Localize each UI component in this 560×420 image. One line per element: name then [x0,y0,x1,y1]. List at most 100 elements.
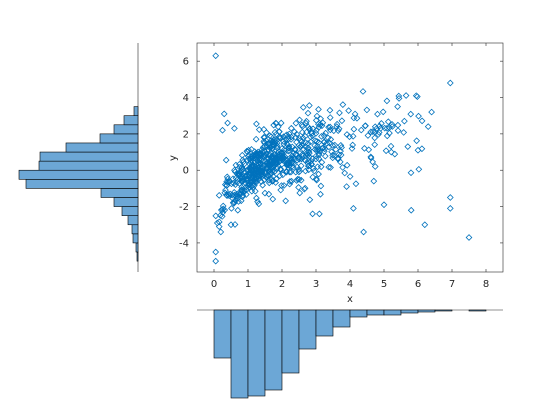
scatter-point [315,139,323,146]
scatter-point [226,190,234,198]
scatter-point [264,146,272,153]
scatter-point [371,141,379,149]
scatter-point [379,108,387,116]
x-histogram-bar [417,309,436,313]
x-histogram-bar [383,309,402,316]
scatter-point [280,137,287,145]
scatter-point [295,166,302,174]
scatter-point [395,92,403,100]
scatter-point [215,191,223,199]
y-histogram-bar [135,242,139,253]
scatter-point [285,159,292,167]
scatter-point [317,190,324,198]
scatter-point [304,151,312,159]
x-histogram-bars [213,309,487,399]
scatter-point [337,147,344,155]
scatter-point [367,154,375,162]
scatter-point [286,178,294,185]
scatter-point [222,156,230,164]
y-histogram-bar [113,124,139,135]
scatter-point [234,192,242,200]
scatter-point [238,151,246,159]
x-histogram-bar [213,309,232,359]
scatter-point [264,165,271,173]
scatter-point [316,147,324,155]
scatter-point [312,127,320,134]
scatter-point [231,166,238,174]
scatter-point [270,121,278,129]
scatter-point [384,118,392,126]
scatter-point [371,123,379,131]
scatter-point [298,142,306,149]
scatter-point [315,105,322,113]
scatter-point [217,212,224,219]
scatter-point [346,133,353,141]
scatter-point [341,169,349,177]
scatter-point [327,164,334,171]
scatter-point [267,133,275,141]
scatter-point [363,106,371,114]
scatter-point [380,201,388,209]
scatter-point [331,152,338,160]
y-axis-label: y [168,155,179,161]
scatter-point [276,172,284,180]
scatter-point [339,101,347,109]
scatter-point [305,146,313,154]
scatter-point [238,164,246,171]
scatter-point [257,170,265,178]
scatter-point [313,138,321,145]
scatter-point [293,177,301,184]
scatter-point [232,181,239,189]
scatter-point [383,132,391,140]
scatter-point [326,139,334,147]
scatter-point [309,210,316,218]
scatter-point [247,157,255,164]
scatter-point [265,190,273,198]
scatter-point [296,189,304,197]
scatter-point [302,167,309,175]
scatter-point [311,146,319,153]
y-tick-label: 4 [183,93,189,104]
scatter-point [316,210,323,218]
scatter-point [249,152,257,159]
scatter-point [325,163,333,171]
scatter-point [301,132,309,140]
scatter-point [350,125,358,133]
scatter-point [237,169,244,176]
y-tick-label: -4 [179,238,189,249]
x-histogram-bar [400,309,419,314]
y-histogram-bar [99,133,139,144]
scatter-point [290,159,298,166]
scatter-point [212,257,220,265]
scatter-point [326,106,334,114]
scatter-point [271,138,279,145]
scatter-point [238,184,245,191]
scatter-point [282,132,290,139]
scatter-point [367,128,375,136]
scatter-point [239,156,247,164]
scatter-point [309,165,317,172]
scatter-point [414,146,422,154]
y-histogram-bar [136,251,139,262]
y-marginal-histogram [18,43,139,272]
scatter-point [223,192,231,200]
x-histogram-bar [264,309,283,391]
x-marginal-histogram [197,309,503,399]
scatter-point [370,177,378,185]
scatter-point [334,127,342,135]
scatter-point [250,174,258,182]
y-histogram-bar [18,169,139,180]
scatter-point [382,147,390,155]
scatter-point [255,200,263,208]
scatter-point [233,179,241,186]
scatter-point [227,221,235,229]
scatter-point [415,165,423,173]
scatter-point [218,213,226,220]
y-histogram-bar [65,142,139,153]
scatter-point [212,52,220,60]
x-histogram-bar [349,309,368,318]
scatter-point [315,123,323,131]
y-histogram-bar [133,106,139,116]
scatter-point [361,122,369,130]
scatter-point [285,143,293,150]
